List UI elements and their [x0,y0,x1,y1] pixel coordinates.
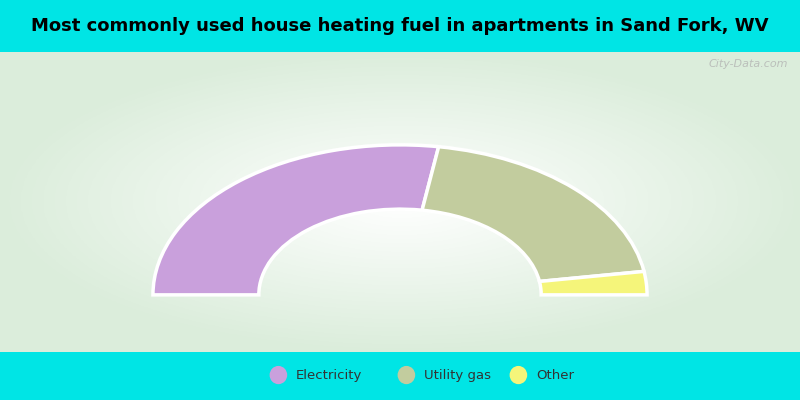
Wedge shape [153,145,438,295]
Ellipse shape [510,366,527,384]
Wedge shape [422,147,644,282]
Text: City-Data.com: City-Data.com [709,59,788,69]
Wedge shape [539,271,647,295]
Text: Utility gas: Utility gas [424,368,491,382]
Ellipse shape [270,366,287,384]
Text: Most commonly used house heating fuel in apartments in Sand Fork, WV: Most commonly used house heating fuel in… [31,17,769,35]
Text: Electricity: Electricity [296,368,362,382]
Ellipse shape [398,366,415,384]
Text: Other: Other [536,368,574,382]
